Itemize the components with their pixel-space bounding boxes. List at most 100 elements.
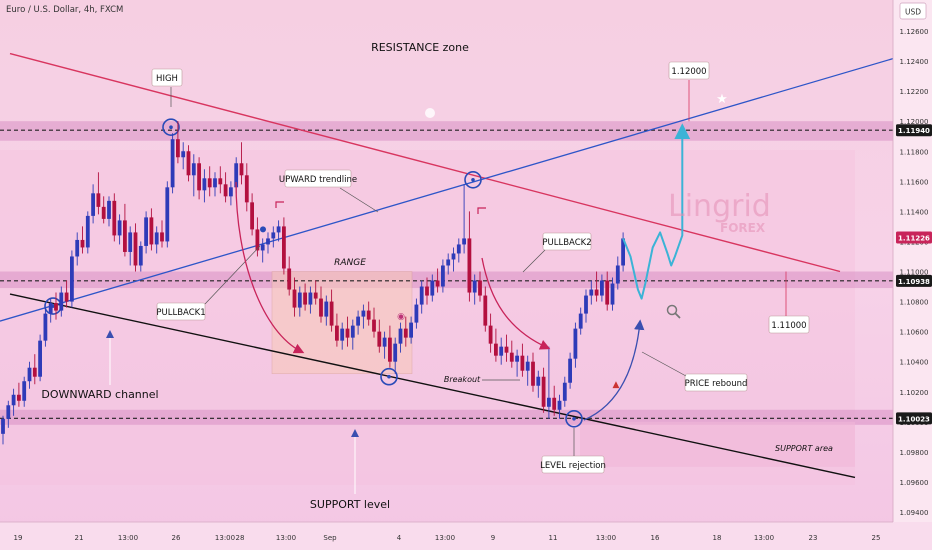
label-target-lower-box [768, 315, 810, 334]
y-tick-label: 1.09600 [900, 479, 929, 487]
candle-body [313, 292, 318, 299]
circle-trend-cross [464, 171, 482, 189]
info-icon [425, 108, 435, 118]
y-tick-label: 1.12000 [900, 118, 929, 126]
arrow-pullback2 [481, 257, 551, 350]
candle-body [483, 295, 488, 326]
candle-body [568, 358, 572, 383]
upward-trendline[interactable] [0, 55, 901, 322]
candle-body [85, 215, 90, 248]
candle-body [255, 229, 260, 251]
arrow-pullback1 [235, 181, 305, 354]
x-tick-label: 21 [75, 534, 84, 542]
candle-body [610, 283, 615, 305]
candle-body [478, 280, 482, 296]
x-tick-label: 16 [651, 534, 660, 542]
candle-body [536, 376, 541, 386]
forecast-layer [622, 123, 691, 300]
candle-body [43, 313, 48, 341]
annotations-layer: RESISTANCE zone HIGH UPWARD trendline RANGE… [41, 41, 833, 511]
candle-body [17, 394, 21, 401]
circle-breakout-dot [387, 374, 391, 379]
label-high: HIGH [156, 74, 178, 84]
candle-body [138, 245, 143, 266]
candle-body [266, 238, 270, 245]
label-pullback2-box [542, 232, 592, 251]
price-tag-label: 1.10938 [898, 278, 930, 286]
candle-body [541, 376, 546, 407]
candle-body [128, 232, 133, 252]
candle-body [54, 303, 58, 311]
candle-body [467, 238, 472, 293]
support-band [0, 409, 893, 425]
candle-body [600, 280, 604, 296]
candle-body [562, 382, 567, 401]
x-tick-label: 13:00 [435, 534, 455, 542]
flag-icon [275, 201, 284, 208]
candle-body [356, 316, 360, 326]
label-price-rebound-box [684, 373, 748, 392]
currency-label: USD [905, 8, 921, 17]
label-pullback1-box [156, 302, 206, 321]
downtrend-lower-line[interactable] [9, 293, 856, 479]
candle-body [133, 232, 138, 266]
label-downward-channel: DOWNWARD channel [41, 388, 158, 401]
candle-body [615, 265, 620, 284]
range-band [0, 271, 893, 289]
candle-body [345, 328, 350, 338]
candle-body [27, 367, 32, 382]
candle-body [456, 244, 461, 254]
candle-body [38, 340, 42, 377]
x-tick-label: 9 [491, 534, 495, 542]
candle-body [414, 304, 419, 323]
candle-body [372, 319, 376, 332]
y-tick-label: 1.10600 [900, 329, 929, 337]
candle-body [335, 325, 339, 341]
candle-body [244, 175, 249, 203]
support-area-shade [580, 421, 855, 467]
circle-breakout [380, 367, 398, 386]
candle-body [80, 239, 85, 248]
label-pullback1: PULLBACK1 [156, 308, 205, 318]
snail-icon: ◉ [397, 312, 405, 322]
candle-body [234, 163, 239, 188]
candle-body [403, 328, 408, 338]
candle-body [287, 268, 292, 290]
y-tick-label: 1.09400 [900, 509, 929, 517]
price-tag-label: 1.11940 [898, 127, 930, 135]
candle-body [149, 217, 154, 245]
candle-body [117, 220, 122, 236]
star-icon: ★ [716, 92, 728, 107]
candle-body [282, 226, 286, 269]
resistance-band [0, 121, 893, 141]
candle-body [361, 310, 366, 317]
x-tick-label: 26 [172, 534, 181, 542]
candle-body [472, 280, 477, 293]
y-axis: 1.12600 1.12400 1.12200 1.12000 1.11800 1.116… [896, 28, 932, 517]
downtrend-upper-line[interactable] [9, 52, 841, 273]
candle-body [70, 256, 74, 302]
label-target-lower: 1.11000 [771, 321, 806, 331]
candle-body [271, 232, 276, 239]
price-tag-bg [896, 231, 932, 244]
candle-body [509, 352, 514, 362]
drawings-layer [0, 52, 901, 479]
label-breakout: Breakout [444, 375, 481, 384]
circle-level-rejection-dot [572, 417, 576, 421]
price-tag-label: 1.11226 [898, 235, 930, 243]
label-upward-trendline: UPWARD trendline [279, 175, 357, 185]
x-tick-label: 13:00 [596, 534, 616, 542]
x-tick-label: 13:00 [754, 534, 774, 542]
candle-body [425, 286, 429, 296]
candle-body [324, 301, 329, 317]
label-target-upper: 1.12000 [671, 67, 706, 77]
candle-body [101, 206, 106, 219]
candle-body [329, 301, 334, 326]
symbol-title: Euro / U.S. Dollar, 4h, FXCM [6, 5, 123, 15]
candle-body [176, 139, 180, 158]
price-tag-bg [896, 124, 932, 137]
candle-body [48, 303, 53, 314]
y-tick-label: 1.10400 [900, 359, 929, 367]
